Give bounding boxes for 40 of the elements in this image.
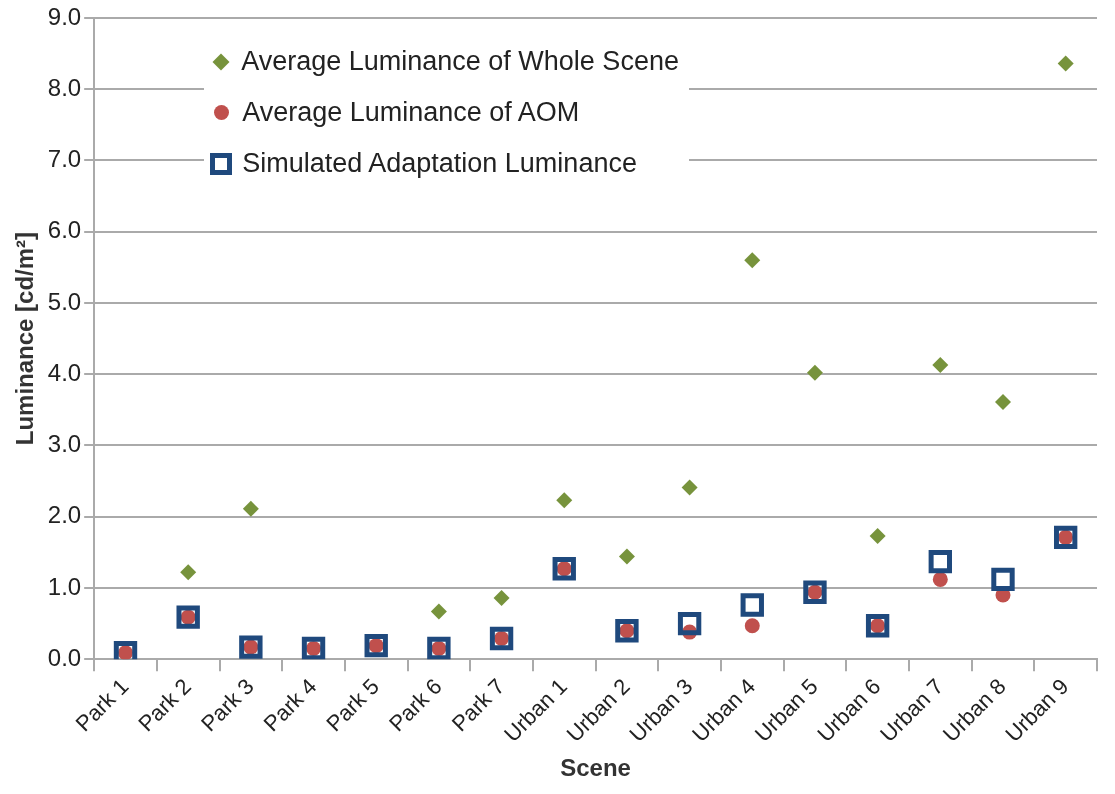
- legend-label: Simulated Adaptation Luminance: [242, 148, 637, 179]
- y-tick-label: 5.0: [47, 287, 82, 315]
- legend-label: Average Luminance of Whole Scene: [241, 46, 679, 77]
- point: [932, 571, 948, 587]
- point: [744, 618, 760, 634]
- y-tick-label: 8.0: [47, 73, 82, 101]
- point: [301, 636, 326, 660]
- point: [1053, 525, 1078, 550]
- point: [489, 626, 514, 651]
- y-tick-label: 9.0: [47, 2, 82, 30]
- y-tick-label: 6.0: [47, 216, 82, 244]
- point: [618, 548, 635, 565]
- point: [932, 356, 949, 373]
- legend-label: Average Luminance of AOM: [242, 97, 580, 128]
- point: [994, 394, 1011, 410]
- point: [430, 603, 447, 620]
- point: [364, 633, 388, 658]
- point: [677, 611, 702, 636]
- y-tick-label: 2.0: [47, 501, 82, 529]
- point: [556, 492, 573, 509]
- point: [242, 500, 259, 517]
- y-tick-label: 3.0: [47, 430, 82, 458]
- point: [681, 479, 698, 496]
- y-axis-title: Luminance [cd/m²]: [11, 231, 39, 446]
- point: [806, 364, 823, 381]
- point: [744, 252, 761, 269]
- point: [740, 593, 764, 617]
- point: [991, 567, 1015, 592]
- x-axis-title: Scene: [560, 754, 631, 782]
- point: [869, 527, 886, 544]
- point: [427, 636, 451, 660]
- y-tick-label: 7.0: [47, 145, 82, 173]
- point: [180, 564, 197, 581]
- y-tick-label: 1.0: [47, 572, 82, 600]
- point: [1057, 55, 1074, 72]
- point: [865, 614, 890, 638]
- point: [493, 589, 510, 606]
- point: [928, 549, 952, 574]
- y-tick-label: 0.0: [47, 643, 82, 671]
- y-tick-label: 4.0: [47, 358, 82, 386]
